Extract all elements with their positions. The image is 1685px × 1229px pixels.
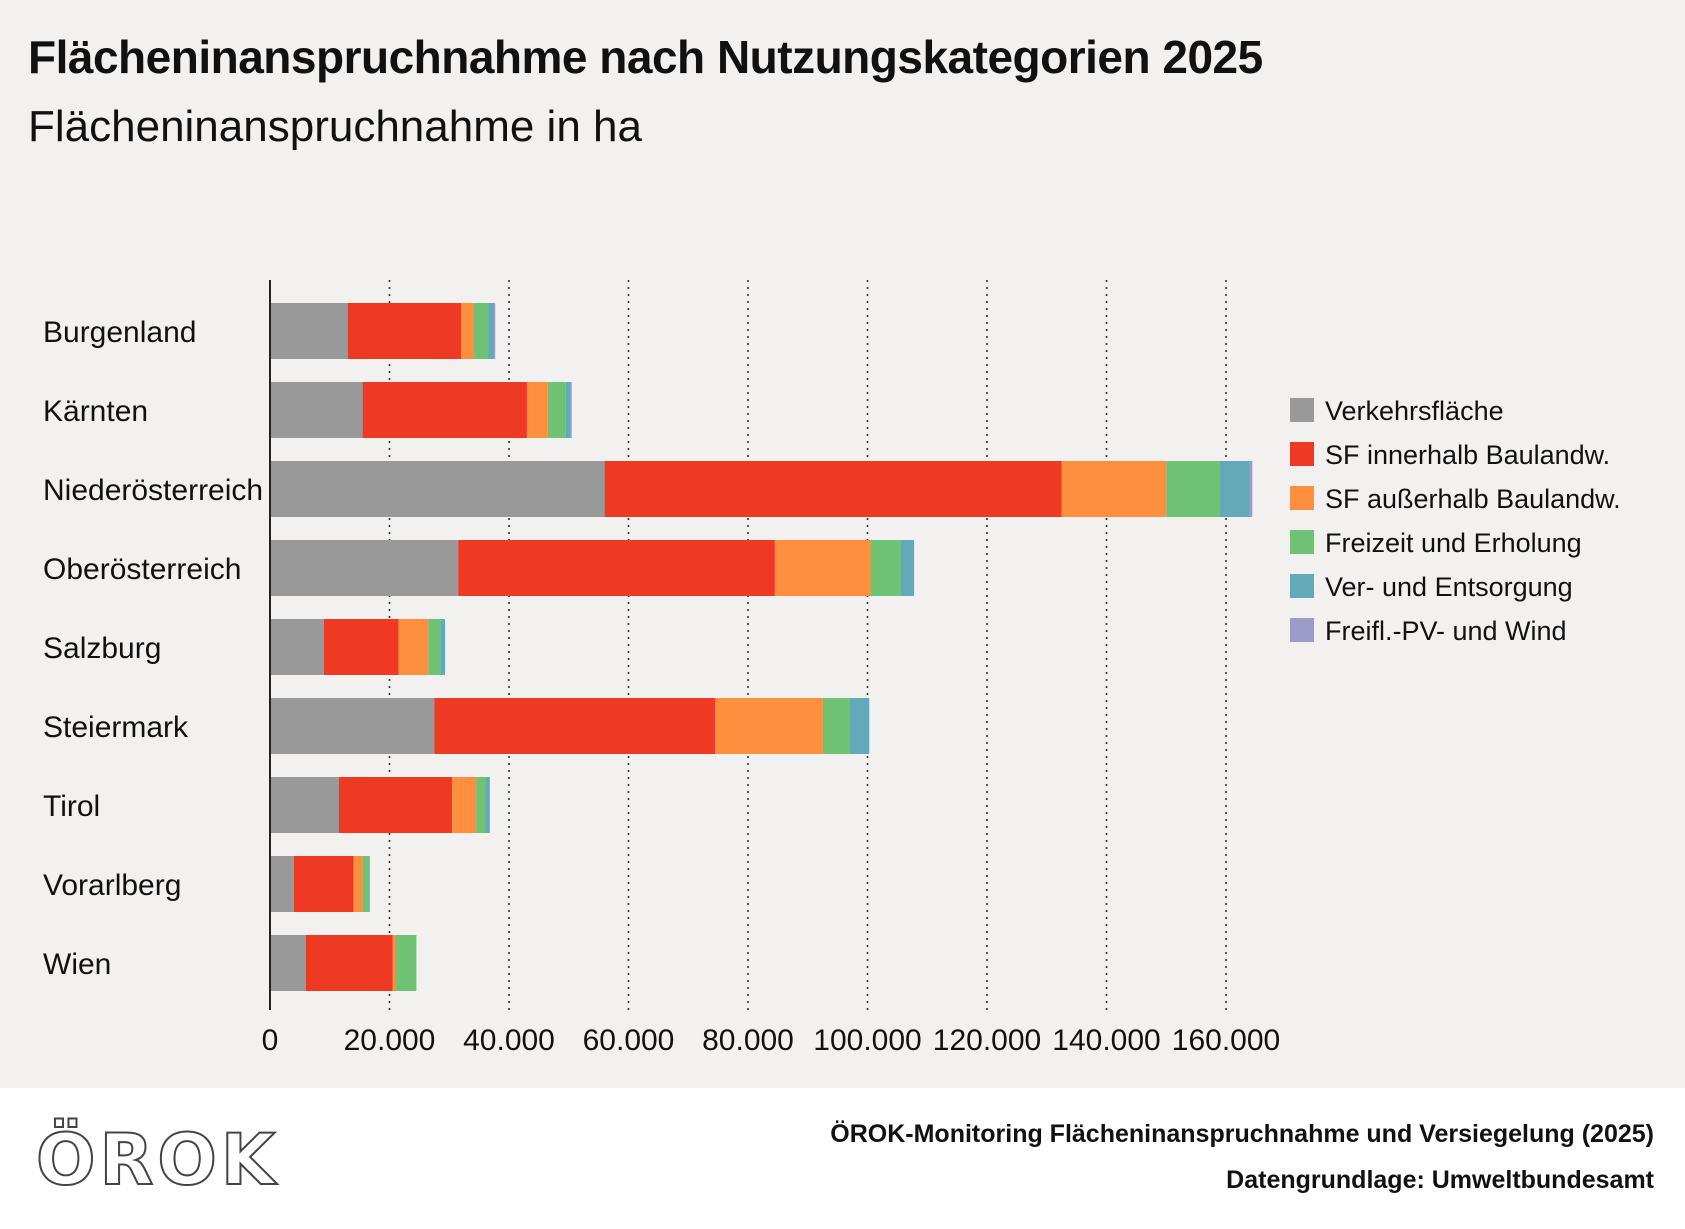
bar-segment xyxy=(347,303,462,359)
category-label: Salzburg xyxy=(43,632,161,665)
bar-segment xyxy=(604,461,1062,517)
bar-segment xyxy=(270,935,306,991)
bar-segment xyxy=(900,540,915,596)
bar-segment xyxy=(458,540,775,596)
bar-segment xyxy=(270,698,435,754)
bar-segment xyxy=(476,777,486,833)
legend-label: Freizeit und Erholung xyxy=(1325,528,1582,558)
bar-segment xyxy=(362,382,527,438)
legend-label: Freifl.-PV- und Wind xyxy=(1325,616,1567,646)
legend-swatch xyxy=(1290,618,1314,642)
legend: Verkehrsfläche SF innerhalb Baulandw. SF a… xyxy=(1290,396,1621,646)
bar-segment xyxy=(398,619,429,675)
legend-swatch xyxy=(1290,530,1314,554)
bar-segment xyxy=(849,698,870,754)
legend-label: Verkehrsfläche xyxy=(1325,396,1504,426)
bar-segment xyxy=(305,935,393,991)
category-label: Niederösterreich xyxy=(43,474,263,507)
x-tick-label: 80.000 xyxy=(702,1024,794,1057)
bar-segment xyxy=(362,856,369,912)
legend-swatch xyxy=(1290,574,1314,598)
x-tick-label: 140.000 xyxy=(1052,1024,1160,1057)
bar-segment xyxy=(526,382,548,438)
bar-segment xyxy=(1061,461,1167,517)
chart-title: Flächeninanspruchnahme nach Nutzungskate… xyxy=(28,31,1263,83)
category-label: Tirol xyxy=(43,790,100,823)
legend-label: SF außerhalb Baulandw. xyxy=(1325,484,1621,514)
chart-subtitle: Flächeninanspruchnahme in ha xyxy=(28,102,642,151)
bar-segment xyxy=(1220,461,1250,517)
bar-segment xyxy=(270,303,348,359)
bar-segment xyxy=(1249,461,1253,517)
legend-swatch xyxy=(1290,486,1314,510)
footer xyxy=(0,1088,1685,1229)
bar-segment xyxy=(293,856,354,912)
category-label: Steiermark xyxy=(43,711,189,744)
x-tick-label: 120.000 xyxy=(933,1024,1041,1057)
category-labels: Burgenland Kärnten Niederösterreich Oberöst… xyxy=(43,316,263,981)
bar-segment xyxy=(338,777,453,833)
orok-logo: ÖROK xyxy=(35,1119,280,1201)
bar-segment xyxy=(494,303,496,359)
bar-segment xyxy=(353,856,363,912)
stacked-bar-chart: Burgenland Kärnten Niederösterreich Oberöst… xyxy=(43,280,1621,1057)
legend-label: Ver- und Entsorgung xyxy=(1325,572,1573,602)
bar-segment xyxy=(570,382,572,438)
x-tick-label: 20.000 xyxy=(344,1024,436,1057)
category-label: Burgenland xyxy=(43,316,196,349)
source-text: ÖROK-Monitoring Flächeninanspruchnahme u… xyxy=(830,1120,1654,1148)
bar-segment xyxy=(774,540,871,596)
x-tick-label: 60.000 xyxy=(583,1024,675,1057)
x-tick-label: 100.000 xyxy=(813,1024,921,1057)
bar-segment xyxy=(270,461,605,517)
bar-segment xyxy=(547,382,566,438)
bar-segment xyxy=(395,935,417,991)
x-tick-label: 0 xyxy=(262,1024,279,1057)
category-label: Oberösterreich xyxy=(43,553,241,586)
bar-segment xyxy=(1166,461,1221,517)
bar-segment xyxy=(473,303,489,359)
bar-segment xyxy=(822,698,850,754)
category-label: Kärnten xyxy=(43,395,148,428)
bar-segment xyxy=(485,777,490,833)
category-label: Vorarlberg xyxy=(43,869,181,902)
bar-segment xyxy=(461,303,474,359)
bar-segment xyxy=(392,935,396,991)
x-tick-label: 40.000 xyxy=(463,1024,555,1057)
bar-segment xyxy=(270,619,324,675)
bar-segment xyxy=(270,777,339,833)
bar-segment xyxy=(434,698,716,754)
bar-segment xyxy=(452,777,477,833)
bar-segment xyxy=(270,540,459,596)
legend-swatch xyxy=(1290,398,1314,422)
legend-label: SF innerhalb Baulandw. xyxy=(1325,440,1610,470)
bar-segment xyxy=(270,382,363,438)
x-tick-labels: 0 20.000 40.000 60.000 80.000 100.000 120.000 1… xyxy=(262,1024,1281,1057)
x-tick-label: 160.000 xyxy=(1172,1024,1280,1057)
category-label: Wien xyxy=(43,948,111,981)
bar-segment xyxy=(440,619,446,675)
bar-segment xyxy=(368,856,370,912)
bar-segment xyxy=(428,619,441,675)
bar-segment xyxy=(488,303,495,359)
bars xyxy=(270,303,1253,991)
data-basis-text: Datengrundlage: Umweltbundesamt xyxy=(1226,1166,1654,1194)
bar-segment xyxy=(870,540,901,596)
bar-segment xyxy=(715,698,823,754)
bar-segment xyxy=(270,856,294,912)
bar-segment xyxy=(565,382,571,438)
bar-segment xyxy=(323,619,399,675)
legend-swatch xyxy=(1290,442,1314,466)
